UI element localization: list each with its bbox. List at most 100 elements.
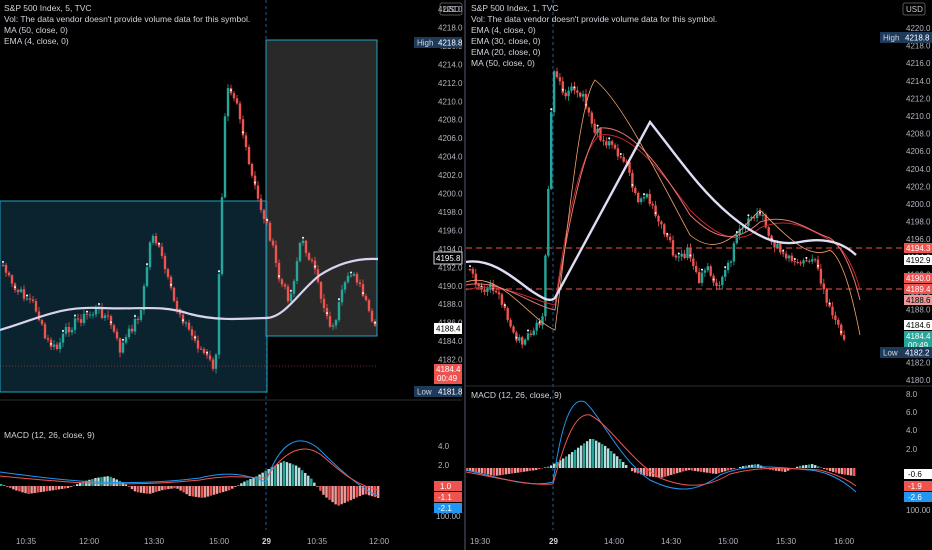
right-price-axis[interactable]: USD 4220.0 4218.0 4216.0 4214.0 4212.0 4210.0… bbox=[880, 2, 932, 385]
left-last-price: 4184.4 bbox=[436, 365, 461, 374]
right-candle bbox=[657, 215, 660, 222]
left-candle bbox=[310, 259, 314, 261]
right-level-tag-5 bbox=[904, 320, 932, 330]
right-chart-panel[interactable]: S&P 500 Index, 1, TVC Vol: The data vend… bbox=[465, 0, 932, 546]
left-ema-dot bbox=[182, 319, 184, 322]
right-candle bbox=[526, 333, 530, 340]
right-ema-dot bbox=[515, 336, 518, 339]
left-candle bbox=[181, 314, 185, 324]
left-range-box-blue[interactable] bbox=[0, 200, 268, 393]
right-low-value: 4182.2 bbox=[905, 349, 930, 358]
right-time-axis[interactable]: 19:30 29 14:00 14:30 15:00 15:30 16:00 bbox=[470, 537, 855, 546]
left-macd-bar bbox=[304, 472, 307, 486]
left-candle bbox=[295, 261, 299, 281]
right-level-lines[interactable] bbox=[466, 247, 904, 290]
right-candle bbox=[558, 77, 562, 82]
left-macd-bar bbox=[82, 481, 85, 486]
left-currency-badge[interactable] bbox=[439, 2, 463, 16]
left-macd-bar bbox=[367, 486, 371, 496]
right-macd-pane[interactable]: MACD (12, 26, close, 9) 8.0 6.0 4.0 2.0 … bbox=[465, 385, 932, 515]
right-candle bbox=[825, 289, 828, 303]
right-candle bbox=[567, 90, 570, 97]
right-macd-bar bbox=[535, 468, 538, 471]
right-ema-dot bbox=[596, 124, 599, 127]
right-macd-bar bbox=[706, 468, 709, 473]
right-ema-dot bbox=[619, 153, 622, 156]
right-macd-bar bbox=[613, 453, 616, 468]
right-macd-bar bbox=[670, 468, 673, 475]
right-candle bbox=[613, 144, 617, 149]
left-time-axis[interactable]: 10:35 12:00 13:30 15:00 29 10:35 12:00 bbox=[16, 537, 390, 546]
right-ema-dot bbox=[666, 232, 669, 235]
left-macd-bar bbox=[231, 486, 234, 489]
left-candle bbox=[55, 344, 59, 349]
left-macd-bar bbox=[240, 483, 243, 486]
left-macd-bar bbox=[252, 477, 255, 486]
left-candle bbox=[172, 287, 176, 301]
left-candle bbox=[238, 103, 242, 120]
right-candle bbox=[576, 90, 579, 93]
right-macd-bar bbox=[796, 466, 799, 468]
right-candle bbox=[715, 282, 718, 286]
left-macd-bar bbox=[221, 486, 225, 493]
right-macd-bar bbox=[562, 458, 565, 468]
left-chart-panel[interactable]: S&P 500 Index, 5, TVC Vol: The data vend… bbox=[0, 0, 463, 546]
left-price-axis[interactable]: USD 4220.04218.04216.04214.04212.04210.0… bbox=[414, 2, 463, 397]
right-candle bbox=[663, 224, 666, 235]
right-macd-bar bbox=[532, 468, 535, 471]
right-xtick-1: 29 bbox=[549, 537, 558, 546]
left-macd-bar bbox=[33, 486, 36, 494]
right-candle bbox=[816, 259, 820, 269]
right-candle bbox=[758, 212, 762, 216]
right-xtick-3: 14:30 bbox=[661, 537, 682, 546]
left-macd-bar bbox=[100, 477, 103, 486]
left-macd-bar bbox=[288, 463, 292, 486]
right-macd-bar bbox=[511, 468, 514, 474]
right-currency-badge[interactable] bbox=[902, 2, 926, 16]
right-candle bbox=[468, 269, 472, 271]
left-macd-bar bbox=[276, 464, 280, 486]
right-candle bbox=[689, 248, 692, 259]
left-ema-dot bbox=[194, 336, 196, 339]
right-candle bbox=[666, 234, 669, 237]
left-macd-pane[interactable]: MACD (12, 26, close, 9) 4.0 2.0 1.0 -1.1… bbox=[0, 399, 462, 521]
right-last-price-tag bbox=[904, 331, 932, 350]
left-candle bbox=[103, 315, 107, 319]
right-candle bbox=[721, 276, 724, 286]
left-candle bbox=[283, 284, 287, 287]
left-candle bbox=[31, 299, 35, 302]
right-macd-bar bbox=[814, 465, 817, 468]
right-level-3: 4189.4 bbox=[906, 285, 931, 294]
right-macd-bar bbox=[832, 468, 835, 472]
left-macd-bar bbox=[279, 462, 283, 486]
right-macd-bar bbox=[607, 448, 610, 468]
left-candle bbox=[112, 325, 116, 332]
right-level-2: 4190.0 bbox=[906, 274, 931, 283]
left-ema-dot bbox=[326, 312, 328, 315]
right-level-tag-2 bbox=[904, 273, 932, 283]
right-macd-bar bbox=[721, 468, 724, 473]
left-candle bbox=[25, 298, 29, 300]
left-macd-bar bbox=[206, 486, 210, 497]
left-macd-bar bbox=[161, 486, 164, 491]
right-candle bbox=[497, 292, 501, 295]
left-candle bbox=[253, 175, 257, 186]
right-macd-bar bbox=[517, 468, 520, 473]
right-ytick: 4202.0 bbox=[906, 182, 931, 191]
left-macd-bar bbox=[69, 486, 73, 487]
right-macd-value-2: -1.9 bbox=[908, 482, 922, 491]
right-candle bbox=[605, 141, 608, 146]
right-macd-bar bbox=[493, 468, 496, 476]
left-candle bbox=[271, 240, 275, 246]
right-candle bbox=[581, 94, 585, 97]
right-macd-bar bbox=[826, 468, 829, 471]
left-ytick: 4188.0 bbox=[438, 300, 463, 309]
right-legend-vol: Vol: The data vendor doesn't provide vol… bbox=[471, 14, 717, 24]
right-macd-bar bbox=[646, 468, 649, 477]
right-macd-bar bbox=[748, 465, 751, 468]
left-candle bbox=[370, 310, 374, 322]
right-candle bbox=[552, 71, 556, 113]
right-candle bbox=[628, 161, 631, 173]
right-macd-bar bbox=[691, 468, 694, 471]
